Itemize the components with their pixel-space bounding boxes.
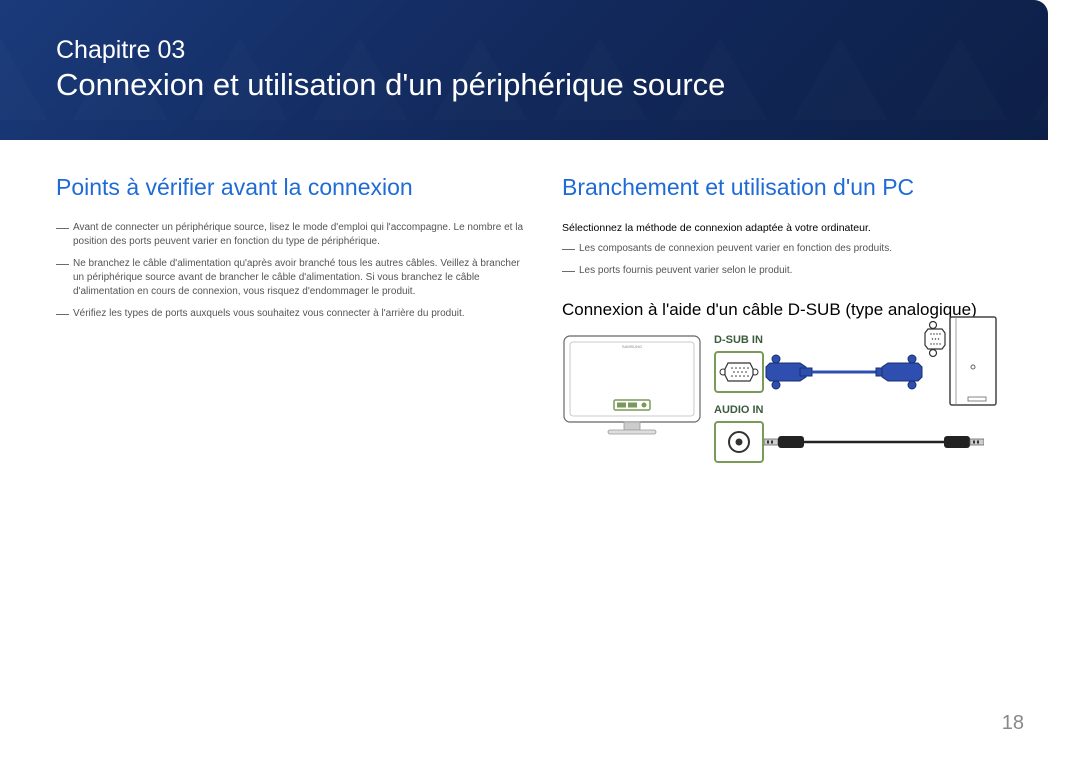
cable-section: D-SUB IN [714, 334, 1024, 474]
note-text: Ne branchez le câble d'alimentation qu'a… [73, 257, 526, 299]
note-dash-icon: ― [56, 307, 69, 321]
audio-port-icon [714, 421, 764, 463]
note-text: Les ports fournis peuvent varier selon l… [579, 264, 792, 278]
chapter-banner: Chapitre 03 Connexion et utilisation d'u… [0, 0, 1048, 140]
audio-cable-row [714, 418, 1024, 466]
dsub-cable-row [714, 348, 1024, 396]
section-heading-right: Branchement et utilisation d'un PC [562, 174, 1024, 201]
pc-tower-icon [924, 315, 998, 407]
connection-diagram: SAMSUNG D-SUB IN [562, 334, 1024, 474]
note-text: Les composants de connexion peuvent vari… [579, 242, 892, 256]
audio-row: AUDIO IN [714, 404, 1024, 466]
note-item: ― Ne branchez le câble d'alimentation qu… [56, 257, 526, 299]
page-content: Points à vérifier avant la connexion ― A… [0, 140, 1080, 474]
note-item: ― Les ports fournis peuvent varier selon… [562, 264, 1024, 278]
svg-text:SAMSUNG: SAMSUNG [622, 344, 642, 349]
note-item: ― Vérifiez les types de ports auxquels v… [56, 307, 526, 321]
note-item: ― Avant de connecter un périphérique sou… [56, 221, 526, 249]
note-dash-icon: ― [562, 264, 575, 278]
chapter-number-label: Chapitre 03 [56, 36, 1008, 65]
left-column: Points à vérifier avant la connexion ― A… [56, 174, 526, 474]
dsub-row: D-SUB IN [714, 334, 1024, 396]
monitor-icon: SAMSUNG [562, 334, 702, 442]
right-column: Branchement et utilisation d'un PC Sélec… [562, 174, 1024, 474]
note-text: Vérifiez les types de ports auxquels vou… [73, 307, 465, 321]
section-heading-left: Points à vérifier avant la connexion [56, 174, 526, 201]
chapter-title: Connexion et utilisation d'un périphériq… [56, 67, 1008, 103]
note-dash-icon: ― [562, 242, 575, 256]
intro-text: Sélectionnez la méthode de connexion ada… [562, 221, 1024, 236]
page-number: 18 [1002, 712, 1024, 735]
note-text: Avant de connecter un périphérique sourc… [73, 221, 526, 249]
note-dash-icon: ― [56, 221, 69, 249]
dsub-port-icon [714, 351, 764, 393]
note-item: ― Les composants de connexion peuvent va… [562, 242, 1024, 256]
note-dash-icon: ― [56, 257, 69, 299]
audio-cable-icon [764, 432, 984, 452]
vga-cable-icon [764, 351, 924, 393]
